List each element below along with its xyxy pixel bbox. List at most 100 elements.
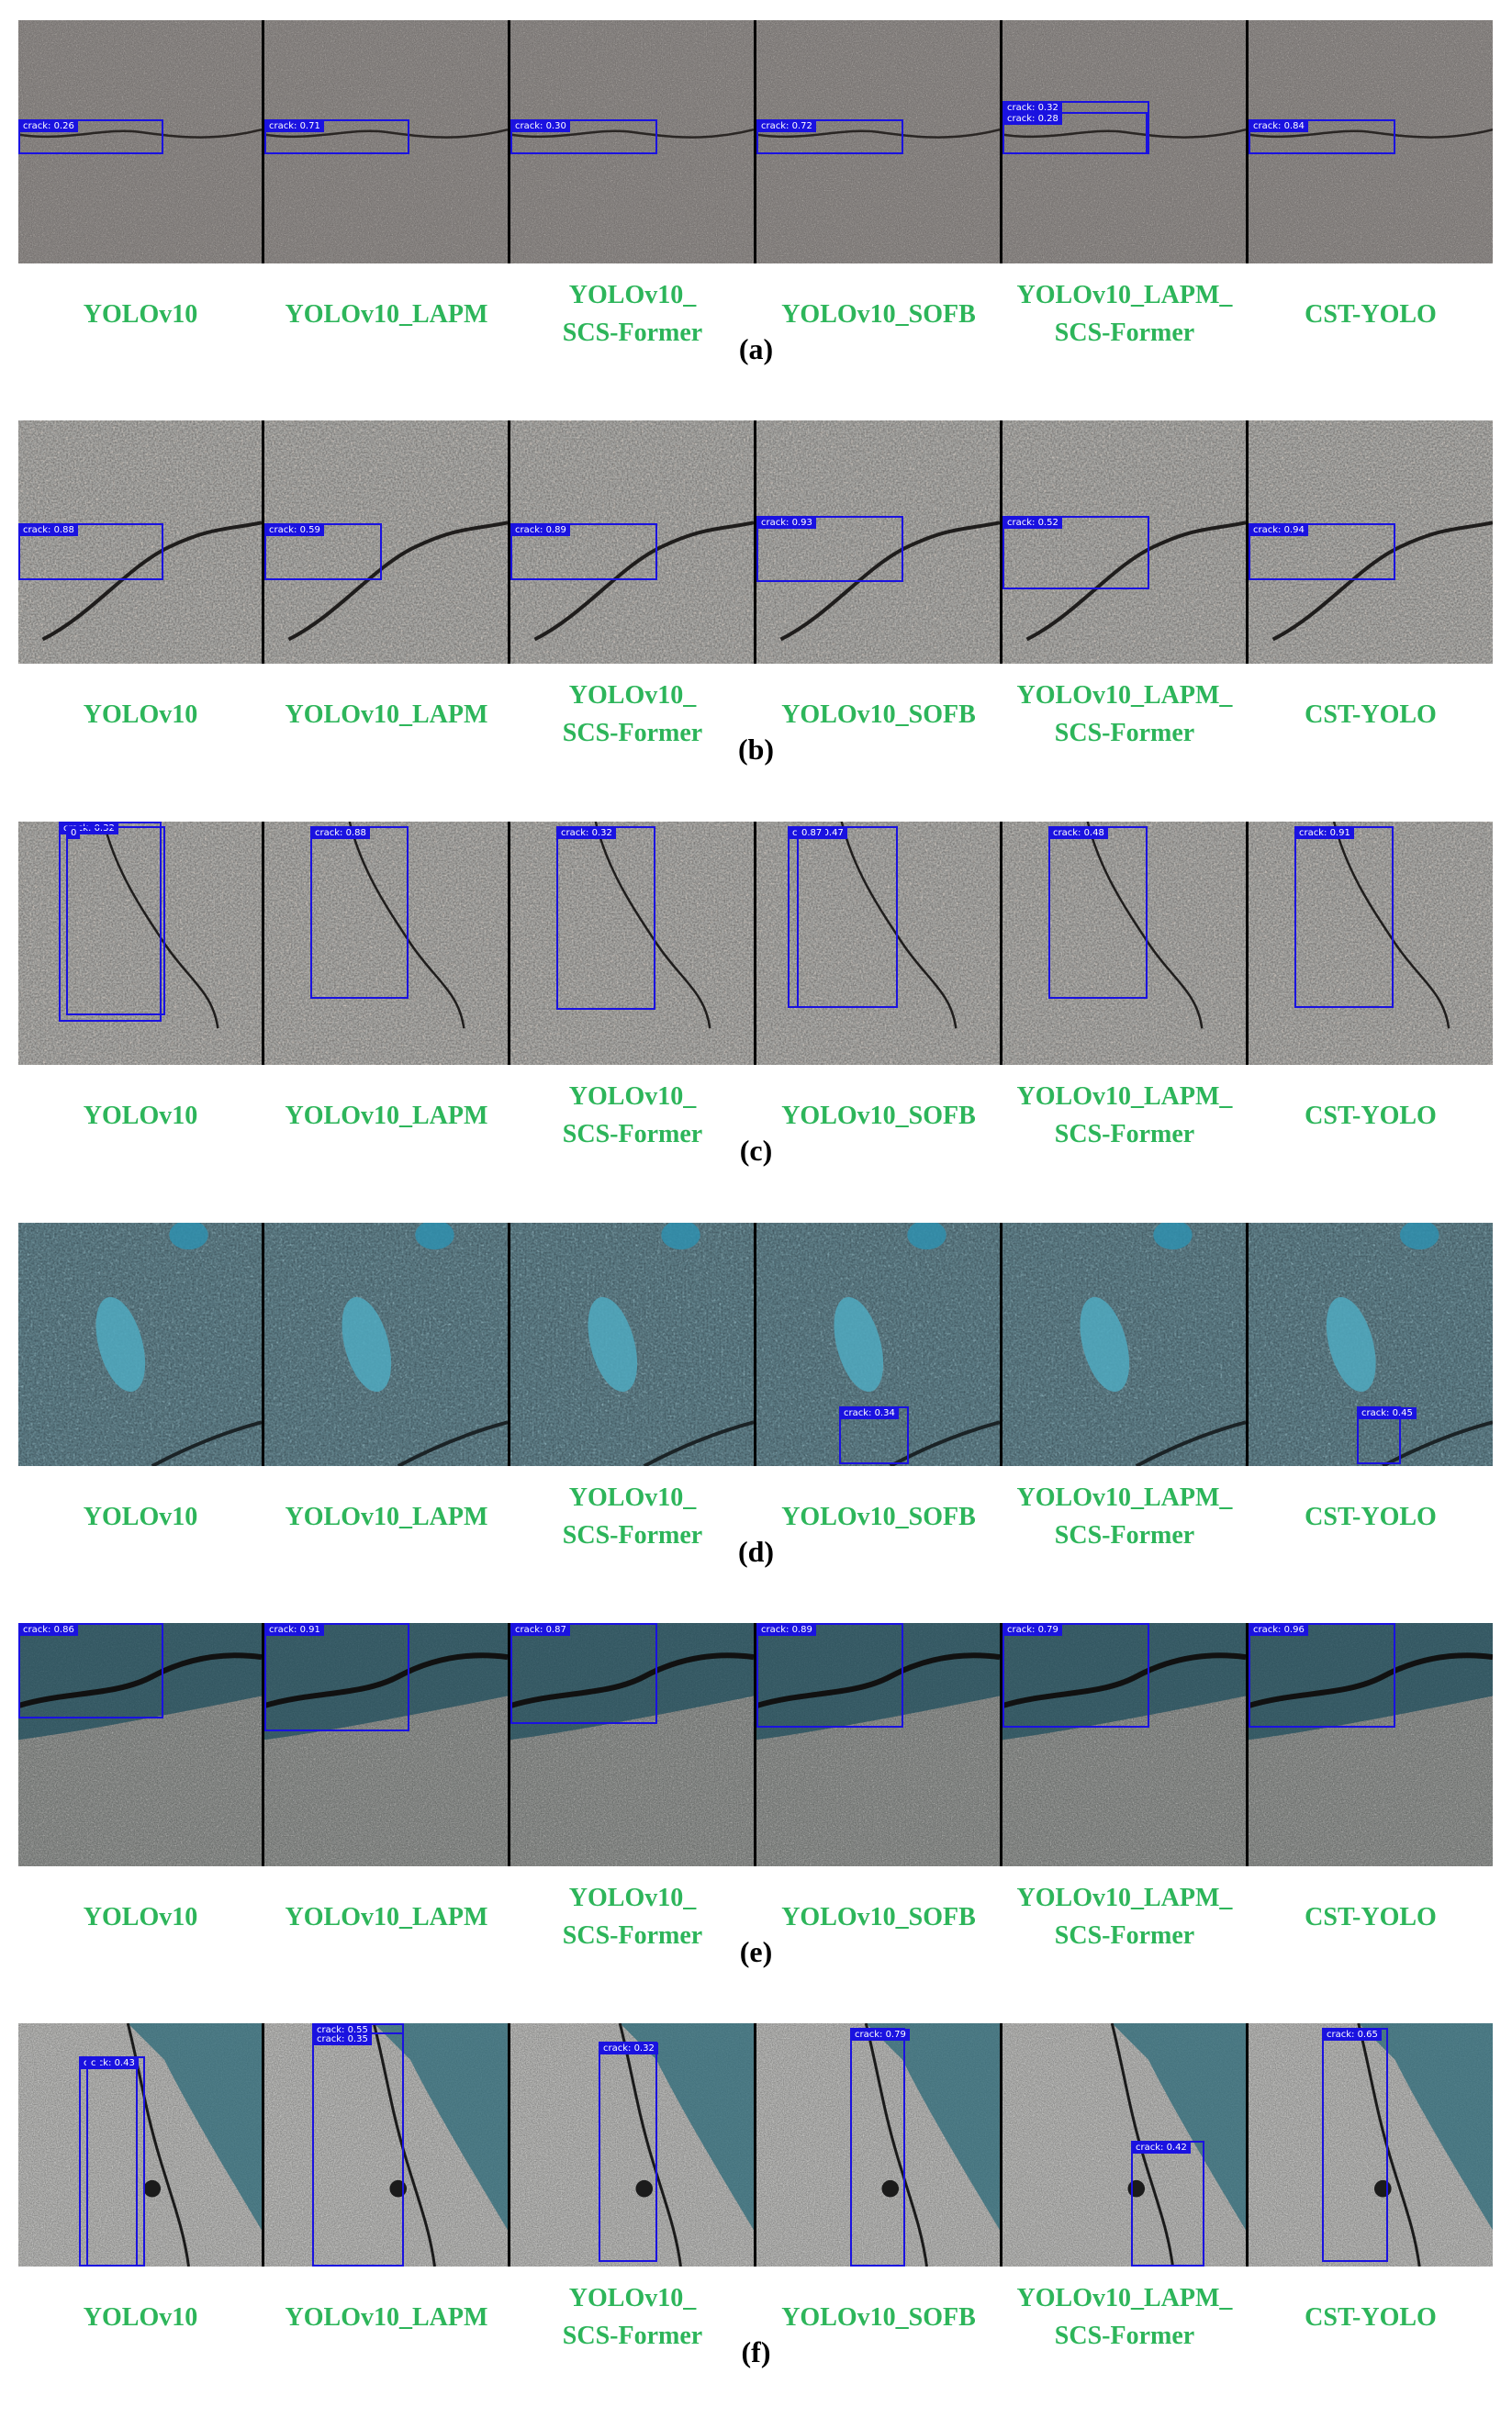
detection-image: crack: 0.96 (1249, 1623, 1493, 1866)
detection-box: crack: 0.28 (1002, 112, 1148, 154)
detection-image: crack: 0.32 (510, 2023, 754, 2267)
panel-separator (754, 822, 756, 1065)
model-label-line: CST-YOLO (1305, 1503, 1437, 1531)
detection-box: crack: 0.89 (756, 1623, 903, 1728)
detection-image: crack: 0.59 (264, 420, 508, 664)
panel-separator (1000, 822, 1002, 1065)
panel-separator (754, 1223, 756, 1466)
row-e: crack: 0.86 crack: 0.91 (0, 1623, 1512, 2018)
detection-box: crack: 0.79 (850, 2028, 910, 2267)
detection-box: crack: 0.89 (510, 523, 657, 580)
detection-image: crack: 0.89 (756, 1623, 1000, 1866)
subfigure-caption: (f) (741, 2335, 771, 2368)
model-labels: YOLOv10 YOLOv10_LAPM YOLOv10_ SCS-Former YOL… (18, 2267, 1495, 2377)
confidence-label: crack: 0.79 (1003, 1624, 1062, 1636)
model-label: YOLOv10_SOFB (756, 1898, 1002, 1936)
row-f: crack: 0.43 c crack: 0.55 crack: 0.35 (0, 2023, 1512, 2418)
model-label-line: YOLOv10_LAPM (285, 2303, 488, 2332)
model-label: YOLOv10_SOFB (756, 696, 1002, 733)
model-label: YOLOv10_LAPM (263, 1898, 510, 1936)
model-label-line: YOLOv10 (83, 300, 198, 329)
confidence-label: crack: 0.93 (757, 517, 816, 529)
panel-separator (508, 20, 510, 263)
panel-separator (1246, 2023, 1249, 2267)
model-label-line: SCS-Former (562, 1521, 703, 1550)
model-label-line: YOLOv10 (83, 1102, 198, 1130)
panel-separator (262, 20, 264, 263)
confidence-label: crack: 0.28 (1003, 113, 1062, 125)
detection-box: crack: 0.32 (556, 826, 655, 1010)
row-b: crack: 0.88 crack: 0.59 (0, 420, 1512, 815)
image-strip: crack: 0.86 crack: 0.91 (18, 1623, 1495, 1866)
model-label: CST-YOLO (1248, 296, 1494, 333)
confidence-label: crack: 0.71 (265, 120, 324, 132)
model-label: YOLOv10_LAPM_ SCS-Former (1002, 276, 1248, 352)
confidence-label: crack: 0.52 (1003, 517, 1062, 529)
image-strip: crack: 0.32 0 crack: 0.88 (18, 822, 1495, 1065)
detection-image: crack: 0.72 (756, 20, 1000, 263)
model-label: YOLOv10 (17, 2299, 263, 2336)
model-label-line: YOLOv10_LAPM (285, 1102, 488, 1130)
detection-image (18, 1223, 262, 1466)
detection-box: crack: 0.87 (510, 1623, 657, 1724)
panel-separator (262, 1623, 264, 1866)
detection-box: crack: 0.42 (1131, 2141, 1204, 2267)
detection-box: crack: 0.45 (1357, 1406, 1417, 1464)
model-label-line: YOLOv10_SOFB (781, 1903, 976, 1931)
detection-image: crack: 0.45 (1249, 1223, 1493, 1466)
model-label: CST-YOLO (1248, 2299, 1494, 2336)
model-label-line: YOLOv10_ (568, 1483, 697, 1512)
model-label-line: CST-YOLO (1305, 700, 1437, 729)
detection-image: crack: 0.79 (1002, 1623, 1246, 1866)
confidence-label: crack: 0.35 (313, 2033, 372, 2045)
panel-separator (1000, 1623, 1002, 1866)
detection-image: crack: 0.32 0 (18, 822, 262, 1065)
model-label-line: YOLOv10_SOFB (781, 300, 976, 329)
model-label-line: YOLOv10_LAPM_ (1016, 281, 1233, 309)
model-labels: YOLOv10 YOLOv10_LAPM YOLOv10_ SCS-Former YOL… (18, 1065, 1495, 1175)
model-label: YOLOv10_LAPM (263, 296, 510, 333)
model-label-line: YOLOv10_ (568, 1082, 697, 1111)
model-label: YOLOv10_ SCS-Former (510, 1479, 756, 1554)
panel-separator (508, 2023, 510, 2267)
confidence-label: crack: 0.91 (1295, 827, 1354, 839)
row-a: crack: 0.26 crack: 0.71 (0, 20, 1512, 415)
model-label: YOLOv10_ SCS-Former (510, 1078, 756, 1153)
model-label: CST-YOLO (1248, 696, 1494, 733)
subfigure-caption: (c) (739, 1134, 773, 1167)
confidence-label: crack: 0.88 (311, 827, 370, 839)
confidence-label: crack: 0.96 (1249, 1624, 1308, 1636)
detection-box: crack: 0.71 (264, 119, 409, 154)
model-label-line: SCS-Former (1054, 319, 1195, 347)
panel-separator (508, 1623, 510, 1866)
model-label: YOLOv10_SOFB (756, 2299, 1002, 2336)
panel-separator (754, 1623, 756, 1866)
image-strip: crack: 0.26 crack: 0.71 (18, 20, 1495, 263)
detection-box: crack: 0.84 (1249, 119, 1395, 154)
confidence-label: crack: 0.42 (1132, 2142, 1191, 2154)
detection-box: 0.87 (797, 826, 898, 1008)
panel-separator (262, 2023, 264, 2267)
model-label-line: YOLOv10 (83, 1903, 198, 1931)
model-label-line: SCS-Former (562, 319, 703, 347)
detection-image: crack: 0.91 (1249, 822, 1493, 1065)
model-label-line: YOLOv10_LAPM (285, 300, 488, 329)
model-label-line: YOLOv10_ (568, 2284, 697, 2312)
model-label-line: YOLOv10_SOFB (781, 1503, 976, 1531)
model-label-line: YOLOv10_LAPM_ (1016, 1884, 1233, 1912)
detection-box: crack: 0.79 (1002, 1623, 1149, 1728)
detection-box: crack: 0.32 (599, 2042, 658, 2262)
detection-image: crack: 0.79 (756, 2023, 1000, 2267)
row-c: crack: 0.32 0 crack: 0.88 (0, 822, 1512, 1216)
detection-box: crack: 0.34 (839, 1406, 909, 1464)
model-label-line: YOLOv10 (83, 1503, 198, 1531)
subfigure-caption: (b) (737, 733, 775, 766)
detection-box: crack: 0.86 (18, 1623, 163, 1718)
detection-image (510, 1223, 754, 1466)
confidence-label: crack: 0.32 (557, 827, 616, 839)
model-labels: YOLOv10 YOLOv10_LAPM YOLOv10_ SCS-Former YOL… (18, 1866, 1495, 1976)
detection-box: crack: 0.96 (1249, 1623, 1395, 1728)
panel-separator (754, 20, 756, 263)
model-label: YOLOv10_ SCS-Former (510, 2279, 756, 2355)
subfigure-caption: (a) (738, 332, 774, 365)
